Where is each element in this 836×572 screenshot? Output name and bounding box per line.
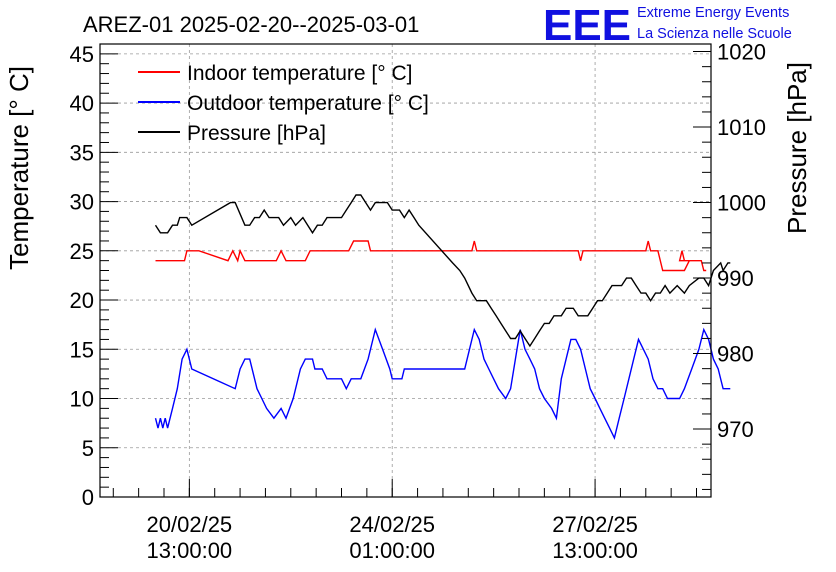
y-tick-label: 5 [82, 436, 94, 461]
y2-axis-label: Pressure [hPa] [782, 62, 812, 234]
plot-series [154, 194, 731, 440]
y2-tick-label: 1010 [717, 115, 766, 140]
y-tick-label: 40 [70, 91, 94, 116]
y-tick-label: 10 [70, 387, 94, 412]
y-tick-label: 15 [70, 337, 94, 362]
pressure-line [154, 194, 731, 348]
y-tick-label: 45 [70, 42, 94, 67]
logo-line-1: Extreme Energy Events [637, 5, 789, 21]
indoor-temperature-line [155, 240, 707, 272]
chart-title: AREZ-01 2025-02-20--2025-03-01 [83, 12, 419, 37]
outdoor-temperature-line [154, 327, 731, 440]
logo-line-2: La Scienza nelle Scuole [637, 26, 792, 42]
y2-tick-label: 970 [717, 417, 754, 442]
legend-label-indoor: Indoor temperature [° C] [187, 62, 413, 85]
y2-tick-label: 980 [717, 342, 754, 367]
y-tick-label: 30 [70, 190, 94, 215]
y-tick-label: 0 [82, 485, 94, 510]
y2-tick-label: 990 [717, 266, 754, 291]
y-axis-label: Temperature [° C] [4, 66, 34, 270]
y2-tick-label: 1020 [717, 40, 766, 65]
axes: 0 5 10 15 20 25 30 35 40 45 970 980 990 1000 1010 1020 2… [70, 40, 766, 563]
y-tick-label: 35 [70, 140, 94, 165]
x-tick-label-date: 20/02/25 [147, 512, 233, 537]
x-tick-label-date: 27/02/25 [552, 512, 638, 537]
x-tick-label-time: 01:00:00 [349, 538, 435, 563]
x-tick-label-time: 13:00:00 [552, 538, 638, 563]
logo-mark: EEE [543, 1, 631, 50]
legend: Indoor temperature [° C] Outdoor tempera… [138, 62, 429, 145]
x-tick-label-date: 24/02/25 [349, 512, 435, 537]
y2-tick-label: 1000 [717, 191, 766, 216]
y-tick-label: 25 [70, 239, 94, 264]
y-tick-label: 20 [70, 288, 94, 313]
legend-label-outdoor: Outdoor temperature [° C] [187, 92, 429, 115]
legend-label-pressure: Pressure [hPa] [187, 122, 326, 145]
x-tick-label-time: 13:00:00 [147, 538, 233, 563]
